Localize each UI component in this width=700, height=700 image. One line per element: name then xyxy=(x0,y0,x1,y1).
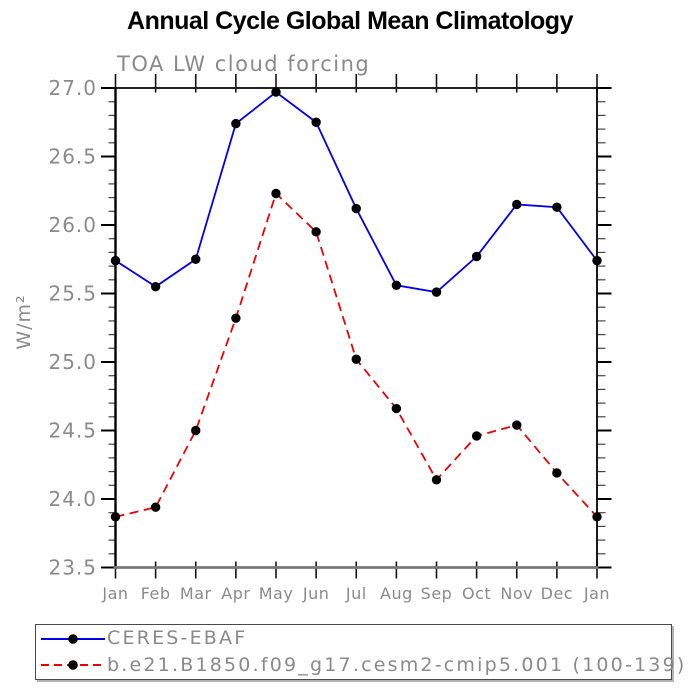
y-axis-label: W/m² xyxy=(13,294,35,349)
legend-box: CERES-EBAF b.e21.B1850.f09_g17.cesm2-cmi… xyxy=(35,624,684,680)
svg-text:Nov: Nov xyxy=(500,584,533,603)
plot-area: W/m² Jan Feb Mar Apr May Jun Jul Aug Sep Oct Nov De… xyxy=(13,74,612,603)
svg-text:23.5: 23.5 xyxy=(48,556,97,580)
svg-text:May: May xyxy=(259,584,294,603)
svg-text:Jan: Jan xyxy=(583,584,610,603)
svg-text:26.5: 26.5 xyxy=(48,145,97,169)
axes-frame xyxy=(113,87,599,569)
legend-label-model-run: b.e21.B1850.f09_g17.cesm2-cmip5.001 (100… xyxy=(107,653,687,676)
svg-text:Jun: Jun xyxy=(302,584,330,603)
legend-label-ceres-ebaf: CERES-EBAF xyxy=(107,627,248,650)
series-model-run xyxy=(110,188,602,522)
chart-subtitle: TOA LW cloud forcing xyxy=(117,52,371,76)
svg-text:25.5: 25.5 xyxy=(48,282,97,306)
y-axis-tick-labels: 27.0 26.5 26.0 25.5 25.0 24.5 24.0 23.5 xyxy=(48,76,97,580)
svg-text:26.0: 26.0 xyxy=(48,213,97,237)
series-ceres-ebaf xyxy=(110,87,602,297)
svg-text:Oct: Oct xyxy=(462,584,491,603)
y-axis-minor-ticks xyxy=(108,101,606,555)
svg-text:27.0: 27.0 xyxy=(48,76,97,100)
legend-line-solid-icon xyxy=(41,633,105,644)
svg-text:Feb: Feb xyxy=(141,584,171,603)
y-axis-ticks xyxy=(101,87,612,569)
svg-text:25.0: 25.0 xyxy=(48,350,97,374)
svg-text:Apr: Apr xyxy=(221,584,250,603)
svg-text:Dec: Dec xyxy=(541,584,573,603)
svg-text:24.0: 24.0 xyxy=(48,487,97,511)
svg-text:Sep: Sep xyxy=(421,584,453,603)
svg-text:Aug: Aug xyxy=(380,584,413,603)
legend-item-ceres-ebaf: CERES-EBAF xyxy=(40,626,671,652)
legend-item-model-run: b.e21.B1850.f09_g17.cesm2-cmip5.001 (100… xyxy=(40,652,684,678)
svg-text:Jan: Jan xyxy=(101,584,128,603)
legend-line-dashed-icon xyxy=(41,660,105,671)
x-axis-tick-labels: Jan Feb Mar Apr May Jun Jul Aug Sep Oct Nov Dec Jan xyxy=(101,584,610,603)
chart-title: Annual Cycle Global Mean Climatology xyxy=(127,7,573,35)
svg-text:Mar: Mar xyxy=(180,584,212,603)
svg-text:24.5: 24.5 xyxy=(48,419,97,443)
svg-text:Jul: Jul xyxy=(345,584,367,603)
x-axis-ticks xyxy=(114,74,598,579)
